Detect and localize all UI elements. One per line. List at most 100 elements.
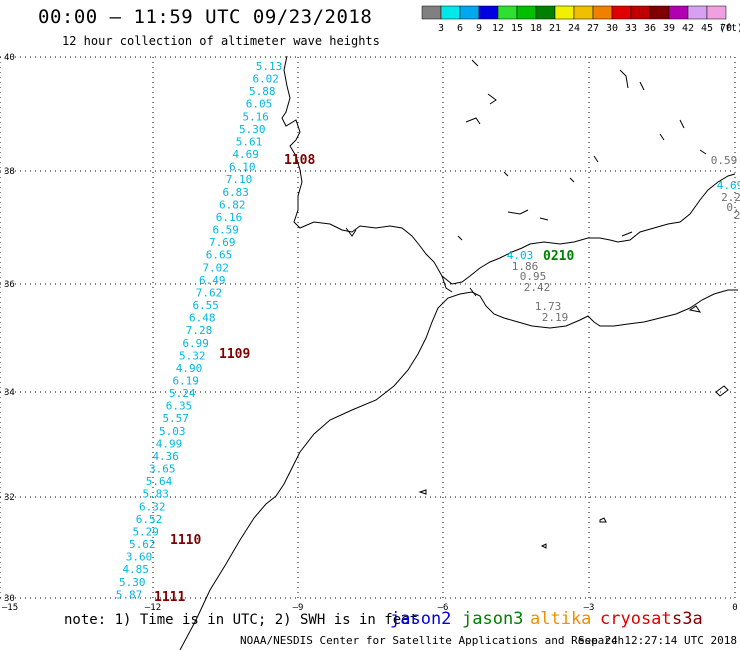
wave-height-value: 7.02: [202, 261, 229, 274]
legend-swatch: [516, 5, 537, 20]
legend-swatch: [421, 5, 442, 20]
wave-height-value: 6.99: [182, 337, 209, 350]
island-4: [688, 305, 702, 313]
lat-tick-label: 32: [4, 493, 15, 503]
lat-tick-label: 36: [4, 280, 15, 290]
legend-label: 27: [587, 23, 599, 34]
map-subtitle: 12 hour collection of altimeter wave hei…: [62, 34, 380, 48]
legend-swatch: [478, 5, 499, 20]
island-5: [540, 543, 547, 549]
lat-tick-label: 34: [4, 388, 15, 398]
wave-height-value: 5.29: [132, 526, 159, 539]
wave-height-value: 3.60: [126, 551, 153, 564]
wave-height-value: 0.59: [711, 154, 738, 167]
wave-height-value: 3.65: [149, 463, 176, 476]
pass-time-label: 1110: [170, 533, 201, 548]
legend-label: 39: [663, 23, 675, 34]
strait-detail: [441, 275, 477, 297]
lon-tick-label: –12: [145, 603, 161, 613]
wave-height-value: 5.03: [159, 425, 186, 438]
lat-tick-label: 40: [4, 53, 15, 63]
legend-swatch: [535, 5, 556, 20]
wave-height-value: 6.32: [139, 500, 166, 513]
wave-height-value: 2.2: [721, 191, 740, 204]
legend-label: 12: [492, 23, 504, 34]
coastline: [179, 55, 738, 650]
wave-height-value: 5.83: [142, 488, 169, 501]
island-1: [599, 517, 607, 523]
wave-height-value: 6.16: [216, 211, 243, 224]
wave-height-value: 6.83: [222, 186, 249, 199]
wave-height-value: 5.61: [236, 136, 263, 149]
legend-swatch: [649, 5, 670, 20]
wave-height-value: 5.32: [179, 349, 206, 362]
satellite-cryosat: cryosat: [600, 609, 672, 629]
wave-height-value: 1.86: [512, 260, 539, 273]
wave-height-value: 0.95: [520, 270, 547, 283]
lon-tick-label: –9: [293, 603, 304, 613]
wave-height-value: 4.36: [152, 450, 179, 463]
satellite-jason3: jason3: [462, 609, 524, 629]
iberia-coastline: [281, 55, 736, 285]
lat-tick-label: 30: [4, 594, 15, 604]
lat-tick-label: 38: [4, 167, 15, 177]
wave-height-value: 6.05: [246, 98, 273, 111]
legend-swatch: [554, 5, 575, 20]
pass-time-label: 1111: [154, 590, 185, 605]
wave-height-value: 6.02: [252, 73, 279, 86]
wave-height-value: 7.28: [186, 324, 213, 337]
wave-height-value: 4.90: [176, 362, 203, 375]
pass-time-label: 1108: [284, 153, 315, 168]
island-3: [715, 385, 729, 397]
legend-label: 33: [625, 23, 637, 34]
legend-swatch: [687, 5, 708, 20]
legend-label: (ft): [719, 23, 740, 34]
satellite-jason2: jason2: [390, 609, 452, 629]
legend-swatch: [592, 5, 613, 20]
wave-height-value: 5.30: [119, 576, 146, 589]
wave-height-value: 5.16: [242, 110, 269, 123]
wave-height-value: 4.69: [717, 179, 740, 192]
wave-height-value: 2: [734, 209, 740, 222]
legend-label: 6: [457, 23, 463, 34]
wave-height-value: 6.65: [206, 249, 233, 262]
wave-height-value: 6.35: [166, 400, 193, 413]
credit-line: NOAA/NESDIS Center for Satellite Applica…: [240, 634, 625, 647]
legend-swatch: [459, 5, 480, 20]
legend-label: 70: [720, 23, 732, 34]
wave-height-value: 5.62: [129, 538, 156, 551]
legend-swatch: [630, 5, 651, 20]
legend-swatch: [497, 5, 518, 20]
wave-height-value: 6.19: [172, 375, 199, 388]
map-title: 00:00 – 11:59 UTC 09/23/2018: [38, 6, 373, 28]
legend-label: 30: [606, 23, 618, 34]
wave-height-value: 7.69: [209, 236, 236, 249]
footnote: note: 1) Time is in UTC; 2) SWH is in fe…: [64, 612, 419, 628]
wave-height-value: 6.49: [199, 274, 226, 287]
wave-height-value: 4.85: [122, 563, 149, 576]
legend-label: 42: [682, 23, 694, 34]
legend-swatch: [706, 5, 727, 20]
lon-tick-label: 0: [732, 603, 737, 613]
lon-tick-label: –15: [2, 603, 18, 613]
north-africa-coastline: [179, 289, 738, 650]
generation-timestamp: Sep 24 12:27:14 UTC 2018: [578, 634, 737, 647]
wave-height-value: 0.: [726, 201, 739, 214]
pass-time-label: 0210: [543, 249, 574, 264]
wave-height-value: 7.62: [196, 286, 223, 299]
wave-height-value: 5.13: [256, 60, 283, 73]
legend-label: 24: [568, 23, 580, 34]
legend-swatch: [611, 5, 632, 20]
lon-tick-label: –6: [438, 603, 449, 613]
wave-height-value: 5.57: [162, 412, 189, 425]
wave-height-value: 6.55: [192, 299, 219, 312]
pass-time-label: 1109: [219, 347, 250, 362]
wave-height-value: 6.48: [189, 312, 216, 325]
wave-height-value: 7.10: [226, 173, 253, 186]
wave-height-value: 1.73: [535, 300, 562, 313]
wave-height-value: 5.64: [146, 475, 173, 488]
wave-height-value: 5.88: [249, 85, 276, 98]
legend-label: 15: [511, 23, 523, 34]
